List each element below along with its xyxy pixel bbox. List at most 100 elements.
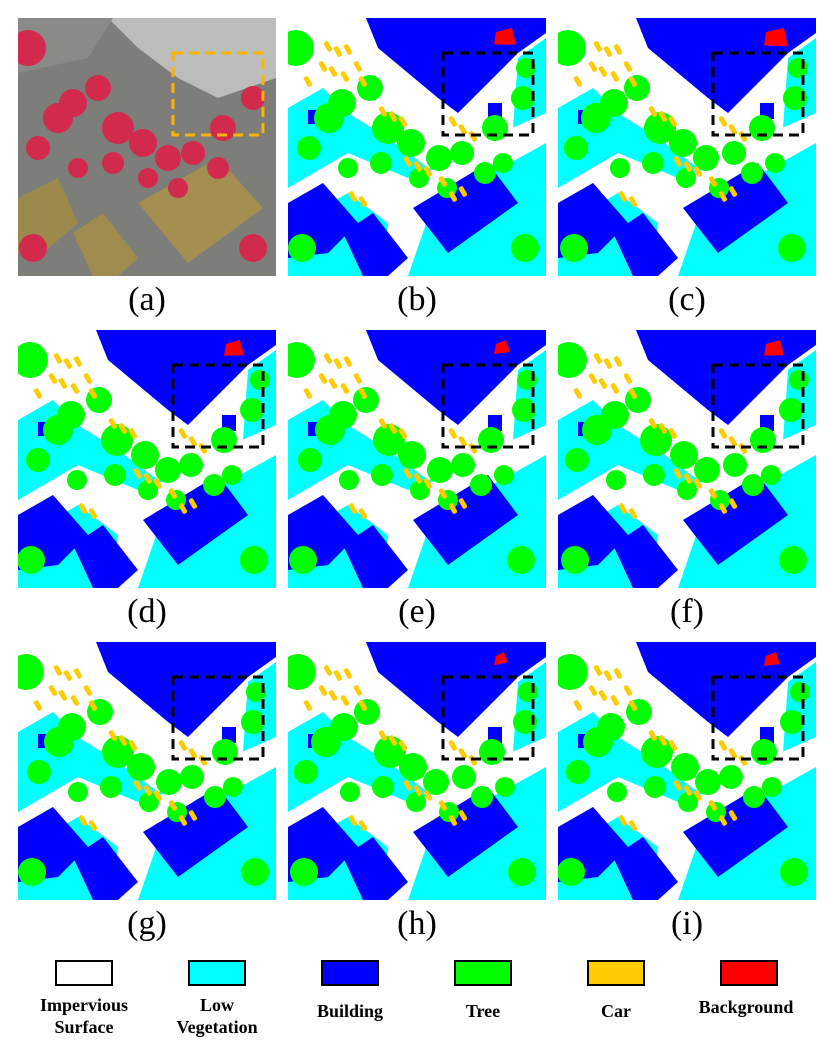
car-region (133, 468, 143, 479)
car-region (358, 196, 368, 207)
car-region (618, 503, 628, 514)
car-region (683, 785, 693, 796)
car-region (188, 498, 198, 509)
building-region (760, 727, 774, 743)
tree-region (676, 168, 696, 188)
car-region (378, 418, 388, 429)
car-region (610, 71, 620, 82)
car-region (618, 191, 628, 202)
tree-region (18, 858, 46, 886)
car-region (388, 735, 398, 746)
car-region (178, 428, 188, 439)
panel-h (288, 642, 546, 900)
building-region (366, 330, 546, 425)
tree-region (222, 465, 242, 485)
car-region (628, 508, 638, 519)
tree-region (741, 162, 763, 184)
car-region (738, 131, 748, 142)
panel-c (558, 18, 816, 276)
car-region (318, 685, 328, 696)
tree-region (512, 398, 536, 422)
legend-label-building: Building (316, 1001, 384, 1021)
car-region (448, 815, 458, 826)
car-region (728, 124, 738, 135)
tree-region (779, 546, 807, 574)
tree-region (180, 765, 204, 789)
caption-e: (e) (398, 593, 436, 630)
tree-region (288, 654, 316, 690)
tree-region (139, 792, 159, 812)
highlight-box (171, 675, 265, 761)
road-region (288, 425, 546, 588)
tree-region (751, 739, 777, 765)
car-region (340, 71, 350, 82)
tree-region (288, 342, 315, 378)
background-region (764, 652, 780, 666)
tree-region (607, 782, 627, 802)
building-region (73, 525, 138, 588)
car-region (73, 668, 83, 679)
building-region (488, 727, 502, 743)
car-region (448, 503, 458, 514)
legend-swatch-tree (454, 960, 512, 986)
tree-region (508, 858, 536, 886)
building-region (73, 837, 138, 900)
tree-region (288, 234, 316, 262)
tree-region (423, 769, 449, 795)
tree-region (338, 158, 358, 178)
car-region (648, 106, 658, 117)
tree-region (26, 448, 50, 472)
panel-b-image (288, 18, 546, 276)
highlight-box (441, 363, 535, 449)
panel-g (18, 642, 276, 900)
tree-region (558, 858, 585, 886)
car-region (573, 700, 583, 711)
building-region (760, 415, 774, 431)
rooftop-region (108, 18, 276, 98)
car-region (458, 186, 468, 197)
car-region (63, 358, 73, 369)
car-region (303, 76, 313, 87)
car-region (598, 378, 608, 389)
legend-label-background: Background (698, 997, 794, 1017)
car-region (48, 685, 58, 696)
tree-region (474, 162, 496, 184)
tree-region (427, 457, 453, 483)
car-region (468, 755, 478, 766)
car-region (610, 695, 620, 706)
tree-region (59, 89, 87, 117)
tree-region (409, 168, 429, 188)
car-region (188, 748, 198, 759)
car-region (388, 423, 398, 434)
car-region (53, 353, 63, 364)
tree-region (18, 30, 46, 66)
tree-region (288, 30, 314, 66)
tree-region (131, 441, 159, 469)
car-region (728, 436, 738, 447)
car-region (628, 196, 638, 207)
tree-region (127, 753, 155, 781)
car-region (658, 111, 668, 122)
car-region (613, 668, 623, 679)
car-region (378, 106, 388, 117)
car-region (718, 428, 728, 439)
legend-swatch-background (720, 960, 778, 986)
car-region (78, 815, 88, 826)
tree-region (678, 792, 698, 812)
tree-region (211, 427, 237, 453)
tree-region (371, 464, 393, 486)
panel-h-image (288, 642, 546, 900)
tree-region (723, 453, 747, 477)
tree-region (565, 448, 589, 472)
legend-swatch-low-vegetation (188, 960, 246, 986)
car-region (118, 735, 128, 746)
road-region (288, 737, 546, 900)
car-region (603, 670, 613, 681)
tree-region (156, 769, 182, 795)
car-region (358, 700, 368, 711)
car-region (603, 358, 613, 369)
tree-region (398, 441, 426, 469)
highlight-box (711, 675, 805, 761)
tree-region (155, 145, 181, 171)
car-region (588, 61, 598, 72)
